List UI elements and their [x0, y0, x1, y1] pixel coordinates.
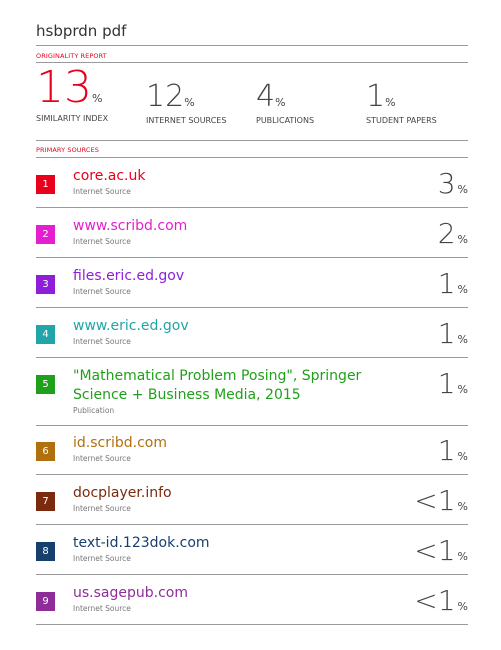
row-divider: [36, 357, 468, 358]
source-share: <1%: [414, 484, 468, 517]
source-share-unit: %: [457, 333, 468, 346]
source-share: <1%: [414, 584, 468, 617]
row-divider: [36, 524, 468, 525]
source-type: Internet Source: [73, 554, 131, 563]
source-type: Internet Source: [73, 237, 131, 246]
source-share-unit: %: [457, 383, 468, 396]
row-divider: [36, 257, 468, 258]
source-share: 1%: [438, 267, 468, 300]
stat-value: 13: [36, 62, 92, 113]
source-share-value: 1: [437, 267, 456, 300]
source-name[interactable]: docplayer.info: [73, 485, 172, 501]
stat-publications: 4% PUBLICATIONS: [256, 79, 315, 126]
source-share-unit: %: [457, 183, 468, 196]
source-share-unit: %: [457, 550, 468, 563]
stat-label: SIMILARITY INDEX: [36, 114, 109, 123]
source-rank-badge: 5: [36, 375, 55, 394]
source-share-value: 2: [437, 217, 456, 250]
source-name[interactable]: id.scribd.com: [73, 435, 167, 451]
document-title: hsbprdn pdf: [36, 22, 127, 40]
source-type: Internet Source: [73, 337, 131, 346]
source-name[interactable]: www.scribd.com: [73, 218, 188, 234]
source-rank-badge: 1: [36, 175, 55, 194]
source-type: Internet Source: [73, 454, 131, 463]
source-rank-badge: 6: [36, 442, 55, 461]
source-share-unit: %: [457, 500, 468, 513]
source-share-value: 1: [437, 317, 456, 350]
source-share-value: <1: [414, 534, 456, 567]
source-rank-badge: 2: [36, 225, 55, 244]
stat-unit: %: [385, 96, 396, 109]
source-name[interactable]: files.eric.ed.gov: [73, 268, 185, 284]
stat-unit: %: [184, 96, 195, 109]
source-rank-badge: 3: [36, 275, 55, 294]
source-type: Internet Source: [73, 504, 131, 513]
row-divider: [36, 207, 468, 208]
title-divider: [36, 45, 468, 46]
source-share-value: <1: [414, 584, 456, 617]
source-type: Internet Source: [73, 287, 131, 296]
stat-value: 4: [256, 79, 276, 114]
source-name[interactable]: text-id.123dok.com: [73, 535, 210, 551]
sources-header-divider: [36, 157, 468, 158]
source-name[interactable]: www.eric.ed.gov: [73, 318, 189, 334]
source-type: Internet Source: [73, 187, 131, 196]
row-divider: [36, 474, 468, 475]
source-rank-badge: 7: [36, 492, 55, 511]
source-share-unit: %: [457, 233, 468, 246]
stat-label: INTERNET SOURCES: [146, 116, 227, 125]
stat-unit: %: [92, 92, 103, 105]
source-type: Internet Source: [73, 604, 131, 613]
row-divider: [36, 574, 468, 575]
stats-divider: [36, 140, 468, 141]
source-rank-badge: 9: [36, 592, 55, 611]
source-name[interactable]: "Mathematical Problem Posing", Springer …: [73, 368, 362, 403]
source-share-value: 1: [437, 434, 456, 467]
source-share-unit: %: [457, 600, 468, 613]
source-type: Publication: [73, 406, 115, 415]
source-share-value: <1: [414, 484, 456, 517]
source-share-unit: %: [457, 283, 468, 296]
stat-label: PUBLICATIONS: [256, 116, 315, 125]
source-share-value: 1: [437, 367, 456, 400]
source-share: 1%: [438, 367, 468, 400]
stat-value: 1: [366, 79, 386, 114]
source-share: 3%: [438, 167, 468, 200]
stat-unit: %: [275, 96, 286, 109]
stat-value: 12: [146, 79, 185, 114]
source-share: 1%: [438, 317, 468, 350]
source-rank-badge: 8: [36, 542, 55, 561]
source-share-value: 3: [437, 167, 456, 200]
stat-label: STUDENT PAPERS: [366, 116, 437, 125]
source-share-unit: %: [457, 450, 468, 463]
stat-similarity-index: 13% SIMILARITY INDEX: [36, 66, 109, 124]
report-divider: [36, 62, 468, 63]
originality-report-label: ORIGINALITY REPORT: [36, 52, 107, 60]
row-divider: [36, 425, 468, 426]
stat-internet-sources: 12% INTERNET SOURCES: [146, 79, 227, 126]
stat-student-papers: 1% STUDENT PAPERS: [366, 79, 437, 126]
source-rank-badge: 4: [36, 325, 55, 344]
row-divider: [36, 624, 468, 625]
source-share: 1%: [438, 434, 468, 467]
row-divider: [36, 307, 468, 308]
source-share: 2%: [438, 217, 468, 250]
source-share: <1%: [414, 534, 468, 567]
primary-sources-label: PRIMARY SOURCES: [36, 146, 100, 154]
source-name[interactable]: us.sagepub.com: [73, 585, 188, 601]
source-name[interactable]: core.ac.uk: [73, 168, 146, 184]
